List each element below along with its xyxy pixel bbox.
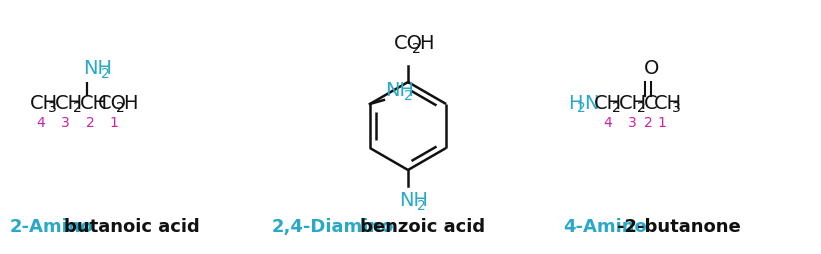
Text: H: H [419, 34, 433, 53]
Text: 1: 1 [109, 116, 118, 130]
Text: 4: 4 [603, 116, 612, 130]
Text: 2: 2 [417, 199, 426, 213]
Text: 3: 3 [48, 102, 57, 116]
Text: CH: CH [55, 94, 83, 113]
Text: 2-Amino: 2-Amino [10, 218, 94, 236]
Text: CH: CH [594, 94, 622, 113]
Text: N: N [584, 94, 599, 113]
Text: CH: CH [80, 94, 108, 113]
Text: butanoic acid: butanoic acid [64, 218, 200, 236]
Text: 1: 1 [657, 116, 666, 130]
Text: 2: 2 [404, 89, 413, 103]
Text: NH: NH [399, 191, 428, 210]
Text: CO: CO [98, 94, 127, 113]
Text: -2-butanone: -2-butanone [617, 218, 741, 236]
Text: 2: 2 [73, 102, 82, 116]
Text: NH: NH [385, 81, 414, 100]
Text: H: H [123, 94, 137, 113]
Text: 3: 3 [672, 102, 681, 116]
Text: H: H [568, 94, 583, 113]
Text: CH: CH [654, 94, 682, 113]
Text: benzoic acid: benzoic acid [360, 218, 485, 236]
Text: 3: 3 [61, 116, 70, 130]
Text: 2: 2 [637, 102, 646, 116]
Text: 2: 2 [101, 67, 110, 81]
Text: 2: 2 [86, 116, 94, 130]
Text: NH: NH [83, 59, 112, 78]
Text: O: O [644, 59, 659, 78]
Text: CH: CH [30, 94, 58, 113]
Text: 2: 2 [412, 42, 420, 56]
Text: C: C [644, 94, 658, 113]
Text: 2: 2 [612, 102, 621, 116]
Text: 2: 2 [577, 102, 585, 116]
Text: 2,4-Diamino: 2,4-Diamino [272, 218, 394, 236]
Text: 4: 4 [36, 116, 45, 130]
Text: CH: CH [619, 94, 647, 113]
Text: 2: 2 [644, 116, 653, 130]
Text: 3: 3 [628, 116, 637, 130]
Text: 2: 2 [116, 102, 125, 116]
Text: 4-Amino: 4-Amino [563, 218, 647, 236]
Text: CO: CO [394, 34, 423, 53]
